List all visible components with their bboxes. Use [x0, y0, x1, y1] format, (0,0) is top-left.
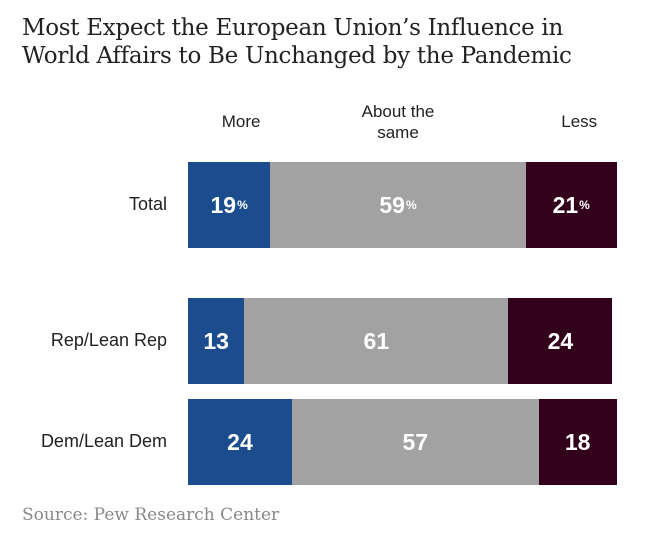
bar-segment-more: 24 [188, 399, 292, 485]
bar-segment-more: 13 [188, 298, 245, 384]
legend-header-line: More [221, 112, 261, 131]
percent-sign: % [405, 198, 417, 212]
row-label: Rep/Lean Rep [50, 330, 167, 350]
row-label: Dem/Lean Dem [40, 431, 167, 451]
title-line-2: World Affairs to Be Unchanged by the Pan… [22, 43, 572, 69]
bar-segment-less: 24 [508, 298, 613, 384]
data-label: 24 [227, 428, 253, 455]
data-label: 21 [552, 191, 579, 218]
legend-header: More [181, 111, 301, 132]
bar-segment-more: 19% [188, 162, 271, 248]
row-label: Total [128, 194, 167, 214]
percent-sign: % [237, 198, 248, 212]
data-label: 19 [210, 191, 237, 218]
bar-segment-less: 21% [525, 162, 617, 248]
bar-segment-about-the-same: 57 [291, 399, 539, 485]
chart-title: Most Expect the European Union’s Influen… [22, 14, 572, 70]
legend-header: About the same [338, 101, 458, 143]
bar-segment-less: 18 [538, 399, 617, 485]
percent-sign: % [579, 198, 590, 212]
data-label: 24 [547, 327, 574, 354]
data-label: 57 [402, 428, 429, 455]
legend-header: Less [519, 111, 639, 132]
data-label: 61 [363, 327, 390, 354]
legend-header-line: About the [361, 102, 435, 121]
bar-segment-about-the-same: 61 [244, 298, 509, 384]
data-label: 18 [564, 428, 591, 455]
title-line-1: Most Expect the European Union’s Influen… [22, 15, 563, 41]
bar-segment-about-the-same: 59% [270, 162, 526, 248]
data-label: 59 [379, 191, 405, 218]
legend-header-line: same [377, 123, 419, 142]
source-note: Source: Pew Research Center [22, 505, 280, 525]
data-label: 13 [203, 327, 229, 354]
legend-header-line: Less [561, 112, 598, 131]
